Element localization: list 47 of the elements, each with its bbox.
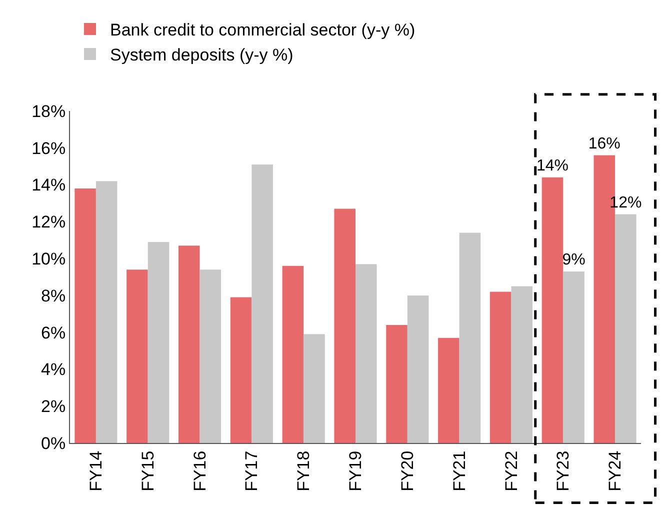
bar — [74, 188, 96, 443]
x-tick-label: FY23 — [554, 450, 573, 492]
bar — [126, 270, 148, 443]
y-tick-label: 18% — [32, 102, 66, 121]
bar — [511, 286, 533, 443]
x-tick-label: FY15 — [138, 450, 158, 492]
data-label: 16% — [588, 135, 620, 152]
bar — [304, 334, 325, 443]
y-tick-label: 4% — [41, 360, 66, 380]
x-tick-label: FY20 — [398, 450, 417, 492]
bar — [334, 208, 356, 443]
x-tick-label: FY24 — [606, 450, 625, 492]
y-tick-label: 8% — [41, 286, 66, 306]
x-tick-label: FY16 — [190, 450, 210, 492]
x-tick-label: FY22 — [502, 450, 521, 492]
y-tick-label: 10% — [32, 250, 66, 269]
bar — [148, 242, 170, 443]
bar — [542, 177, 564, 443]
x-tick-label: FY19 — [346, 450, 366, 492]
x-tick-label: FY17 — [242, 450, 262, 492]
legend-label: System deposits (y-y %) — [110, 46, 294, 65]
y-tick-label: 12% — [32, 212, 66, 232]
x-tick-label: FY21 — [450, 450, 469, 492]
bar — [459, 232, 481, 443]
y-tick-label: 6% — [41, 323, 66, 342]
x-tick-label: FY18 — [294, 450, 314, 492]
y-tick-label: 2% — [41, 397, 66, 416]
bar — [438, 338, 460, 443]
bar — [230, 297, 252, 443]
bar — [407, 295, 429, 443]
bar — [178, 246, 200, 443]
y-tick-label: 14% — [32, 176, 66, 195]
x-tick-label: FY14 — [86, 450, 106, 492]
bar — [282, 266, 304, 443]
bar — [252, 164, 273, 443]
data-label: 14% — [536, 157, 569, 174]
legend-label: Bank credit to commercial sector (y-y %) — [110, 20, 416, 40]
bar — [96, 181, 118, 443]
bar — [490, 292, 512, 443]
bar — [386, 324, 408, 443]
y-tick-label: 0% — [41, 434, 66, 453]
data-label: 9% — [562, 251, 586, 268]
bar — [615, 214, 636, 443]
bar — [356, 264, 377, 443]
bar — [563, 271, 584, 443]
bar — [200, 270, 222, 443]
y-tick-label: 16% — [32, 138, 66, 158]
